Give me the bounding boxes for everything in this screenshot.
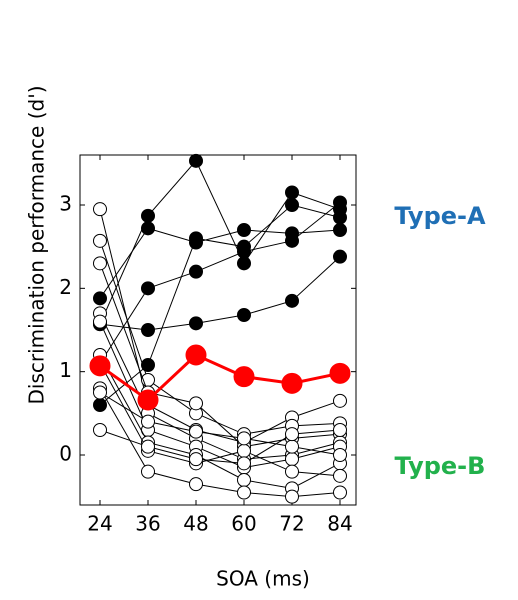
point [237, 239, 251, 254]
point [285, 293, 299, 308]
series-line [99, 353, 341, 402]
point [333, 448, 347, 462]
point [281, 372, 303, 394]
point [237, 443, 251, 458]
point [189, 153, 203, 168]
point [285, 185, 299, 200]
point [237, 308, 251, 322]
point [237, 456, 251, 471]
x-tick-label: 24 [87, 512, 112, 536]
x-tick-label: 36 [135, 512, 160, 536]
point [189, 264, 203, 279]
point [237, 485, 251, 500]
point [93, 233, 107, 248]
x-tick-label: 48 [183, 512, 208, 536]
x-tick-label: 84 [327, 512, 352, 536]
series-line [99, 363, 341, 477]
point [285, 452, 299, 467]
point [333, 468, 347, 483]
series-line [99, 227, 341, 299]
series-line [99, 159, 341, 325]
series-line [99, 321, 341, 469]
y-axis-label: Discrimination performance (d') [25, 85, 49, 404]
point [333, 393, 347, 408]
point [285, 439, 299, 454]
series-line [99, 354, 341, 489]
point [185, 344, 207, 366]
point [333, 485, 347, 500]
series-line [99, 392, 341, 456]
point [141, 281, 155, 296]
point [141, 439, 155, 454]
point [141, 414, 155, 429]
x-tick-label: 60 [231, 512, 256, 536]
point [93, 398, 107, 412]
point [237, 256, 251, 271]
series-line [99, 209, 341, 444]
y-tick-label: 2 [59, 275, 72, 299]
point [285, 198, 299, 212]
point [189, 477, 203, 492]
point [141, 221, 155, 236]
point [93, 291, 107, 306]
point [189, 424, 203, 439]
point [189, 316, 203, 331]
annotation: Type-A [394, 202, 486, 230]
point [237, 431, 251, 446]
point [329, 362, 351, 384]
x-tick-label: 72 [279, 512, 304, 536]
point [189, 396, 203, 411]
point [333, 423, 347, 437]
point [333, 195, 347, 210]
point [189, 231, 203, 246]
point [237, 473, 251, 487]
point [141, 208, 155, 223]
point [93, 314, 107, 329]
point [89, 355, 111, 377]
y-tick-label: 0 [59, 442, 72, 466]
series-line [99, 204, 341, 406]
series-line [99, 240, 341, 435]
point [141, 464, 155, 479]
point [237, 223, 251, 237]
point [285, 233, 299, 248]
series-line [99, 202, 341, 364]
series-line [99, 388, 341, 498]
point [141, 323, 155, 337]
series-line [99, 429, 341, 464]
point [333, 249, 347, 264]
point [189, 452, 203, 467]
annotation: Type-B [395, 452, 486, 480]
y-tick-label: 1 [59, 358, 72, 382]
point [285, 489, 299, 504]
x-axis-label: SOA (ms) [216, 567, 310, 591]
plot-frame [79, 154, 357, 506]
point [93, 256, 107, 271]
series-line [99, 263, 341, 448]
point [93, 423, 107, 437]
y-tick-label: 3 [59, 192, 72, 216]
series-line [99, 256, 341, 331]
point [333, 223, 347, 237]
point [93, 385, 107, 400]
point [333, 210, 347, 225]
point [141, 358, 155, 372]
point [137, 389, 159, 411]
point [285, 427, 299, 442]
point [93, 202, 107, 217]
point [285, 464, 299, 479]
point [233, 366, 255, 388]
